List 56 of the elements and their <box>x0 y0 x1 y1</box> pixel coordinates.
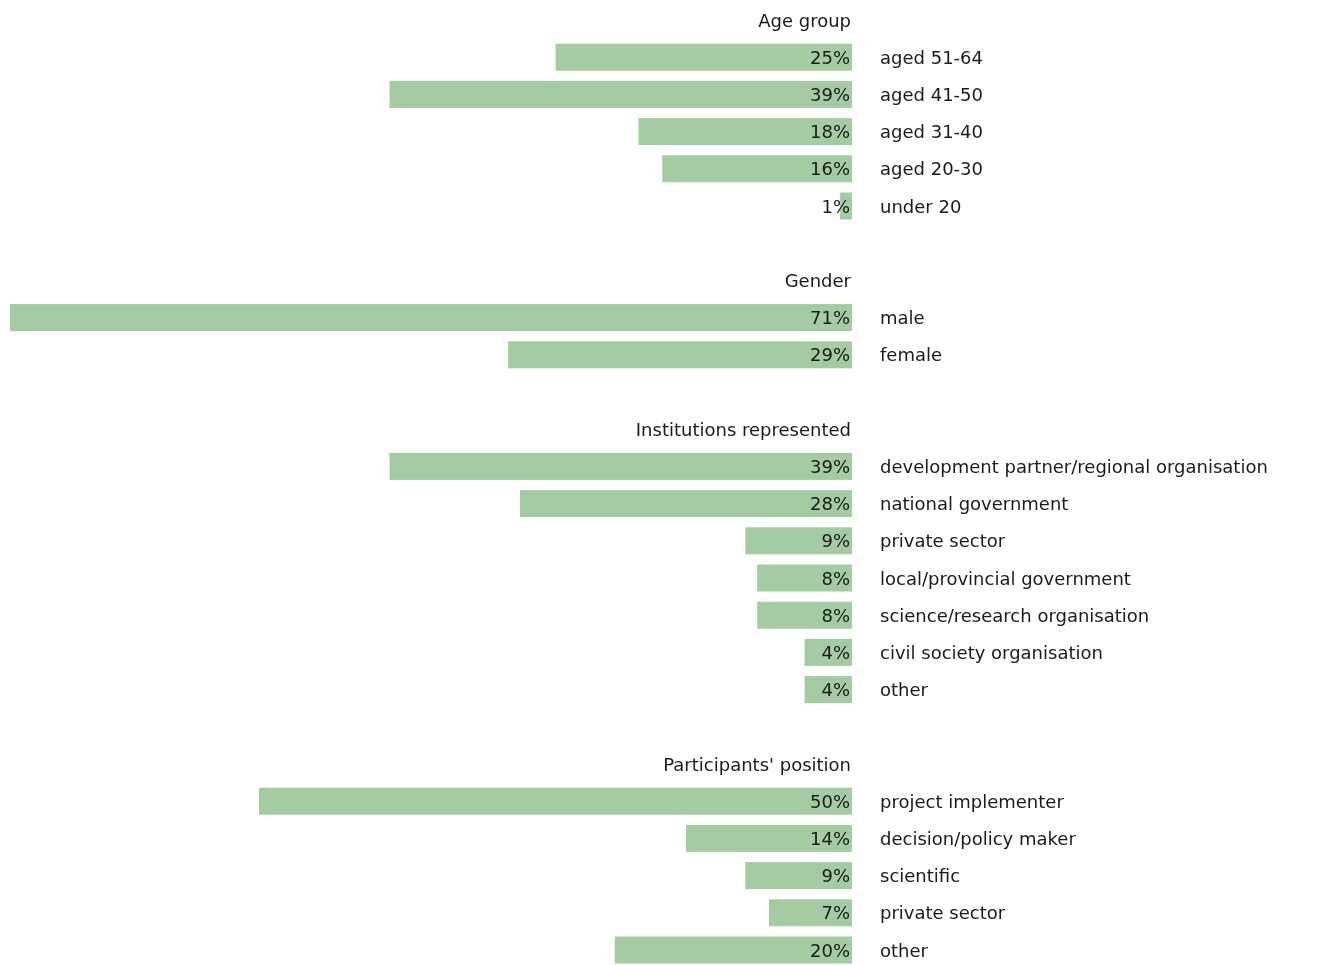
chart-title: Institutions represented <box>635 418 851 440</box>
data-label: 71% <box>809 307 850 329</box>
data-label: 8% <box>821 604 850 626</box>
y-tick-label: science/research organisation <box>880 604 1150 626</box>
y-tick-label: civil society organisation <box>880 641 1103 663</box>
chart-title: Age group <box>758 9 851 31</box>
data-label: 18% <box>809 121 850 143</box>
bar <box>519 490 852 518</box>
data-label: 39% <box>809 83 850 105</box>
y-tick-label: male <box>880 307 925 329</box>
y-tick-label: aged 41-50 <box>880 83 983 105</box>
y-tick-label: scientific <box>880 865 961 887</box>
y-tick-label: local/provincial government <box>880 567 1131 589</box>
y-tick-label: female <box>880 344 943 366</box>
y-tick-label: aged 51-64 <box>880 46 983 68</box>
y-tick-label: private sector <box>880 902 1006 924</box>
bar <box>389 452 852 480</box>
bar <box>259 787 852 815</box>
y-tick-label: national government <box>880 493 1069 515</box>
data-label: 9% <box>821 530 850 552</box>
data-label: 29% <box>809 344 850 366</box>
data-label: 7% <box>821 902 850 924</box>
y-tick-label: under 20 <box>880 195 962 217</box>
data-label: 25% <box>809 46 850 68</box>
y-tick-label: private sector <box>880 530 1006 552</box>
bar <box>389 80 852 108</box>
data-label: 20% <box>809 939 850 961</box>
data-label: 9% <box>821 865 850 887</box>
bar <box>555 43 852 71</box>
bar <box>768 899 852 927</box>
data-label: 8% <box>821 567 850 589</box>
y-tick-label: decision/policy maker <box>880 827 1077 849</box>
chart-title: Gender <box>784 269 852 291</box>
bar <box>662 155 852 183</box>
bar <box>638 118 852 146</box>
y-tick-label: project implementer <box>880 790 1065 812</box>
data-label: 14% <box>809 827 850 849</box>
data-label: 28% <box>809 493 850 515</box>
data-label: 39% <box>809 455 850 477</box>
bar <box>757 564 852 592</box>
data-label: 4% <box>821 641 850 663</box>
chart-title: Participants' position <box>663 753 851 775</box>
bar <box>757 601 852 629</box>
y-tick-label: other <box>880 939 929 961</box>
bar <box>745 862 852 890</box>
y-tick-label: aged 20-30 <box>880 158 983 180</box>
bar <box>685 824 852 852</box>
data-label: 4% <box>821 679 850 701</box>
data-label: 50% <box>809 790 850 812</box>
data-label: 1% <box>821 195 850 217</box>
y-tick-label: aged 31-40 <box>880 121 983 143</box>
data-label: 16% <box>809 158 850 180</box>
y-tick-label: other <box>880 679 929 701</box>
bar <box>745 527 852 555</box>
bar <box>614 936 852 964</box>
y-tick-label: development partner/regional organisation <box>880 455 1268 477</box>
